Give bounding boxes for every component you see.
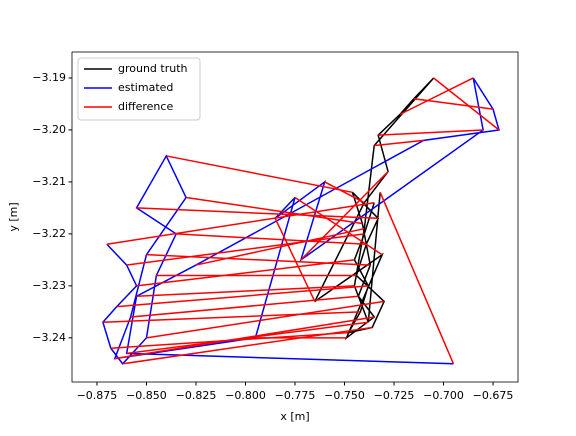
x-tick-label: −0.675 (473, 389, 514, 402)
x-tick-label: −0.800 (225, 389, 266, 402)
difference-segment (413, 98, 494, 110)
difference-segment (300, 171, 389, 261)
difference-segment (136, 285, 355, 298)
legend-label: estimated (118, 81, 173, 94)
legend-label: ground truth (118, 62, 188, 75)
y-tick-label: −3.22 (32, 227, 66, 240)
x-tick-label: −0.875 (77, 389, 118, 402)
difference-segment (106, 201, 375, 246)
x-tick-label: −0.750 (324, 389, 365, 402)
y-tick-label: −3.24 (32, 331, 66, 344)
x-tick-label: −0.850 (126, 389, 167, 402)
difference-segment (126, 233, 365, 266)
difference-segment (399, 77, 474, 116)
x-tick-label: −0.725 (374, 389, 415, 402)
difference-segment (116, 285, 369, 308)
y-tick-label: −3.19 (32, 71, 66, 84)
difference-segment (122, 326, 373, 365)
x-tick-label: −0.775 (275, 389, 316, 402)
difference-segment (433, 77, 500, 131)
difference-segment (130, 295, 359, 318)
difference-segment (185, 196, 363, 225)
y-tick-label: −3.23 (32, 279, 66, 292)
difference-segment (294, 196, 383, 256)
difference-segment (166, 155, 353, 194)
legend-box (77, 57, 201, 121)
y-axis-label: y [m] (7, 202, 20, 231)
y-tick-label: −3.21 (32, 175, 66, 188)
y-tick-label: −3.20 (32, 123, 66, 136)
difference-segment (379, 192, 455, 365)
difference-segment (324, 181, 365, 204)
legend-label: difference (118, 100, 173, 113)
difference-segment (126, 321, 369, 355)
x-axis-label: x [m] (280, 410, 309, 423)
difference-segment (136, 207, 379, 220)
difference-segment (378, 129, 484, 136)
difference-segment (176, 233, 367, 246)
difference-segment (136, 259, 355, 287)
x-tick-label: −0.825 (176, 389, 217, 402)
difference-segment (146, 253, 371, 266)
trajectory (314, 77, 435, 341)
trajectory (102, 77, 500, 365)
difference-segment (102, 311, 361, 323)
x-tick-label: −0.700 (423, 389, 464, 402)
plot-frame (71, 51, 519, 383)
difference-segment (195, 227, 365, 266)
difference-segment (146, 300, 385, 339)
difference-segment (374, 139, 424, 147)
